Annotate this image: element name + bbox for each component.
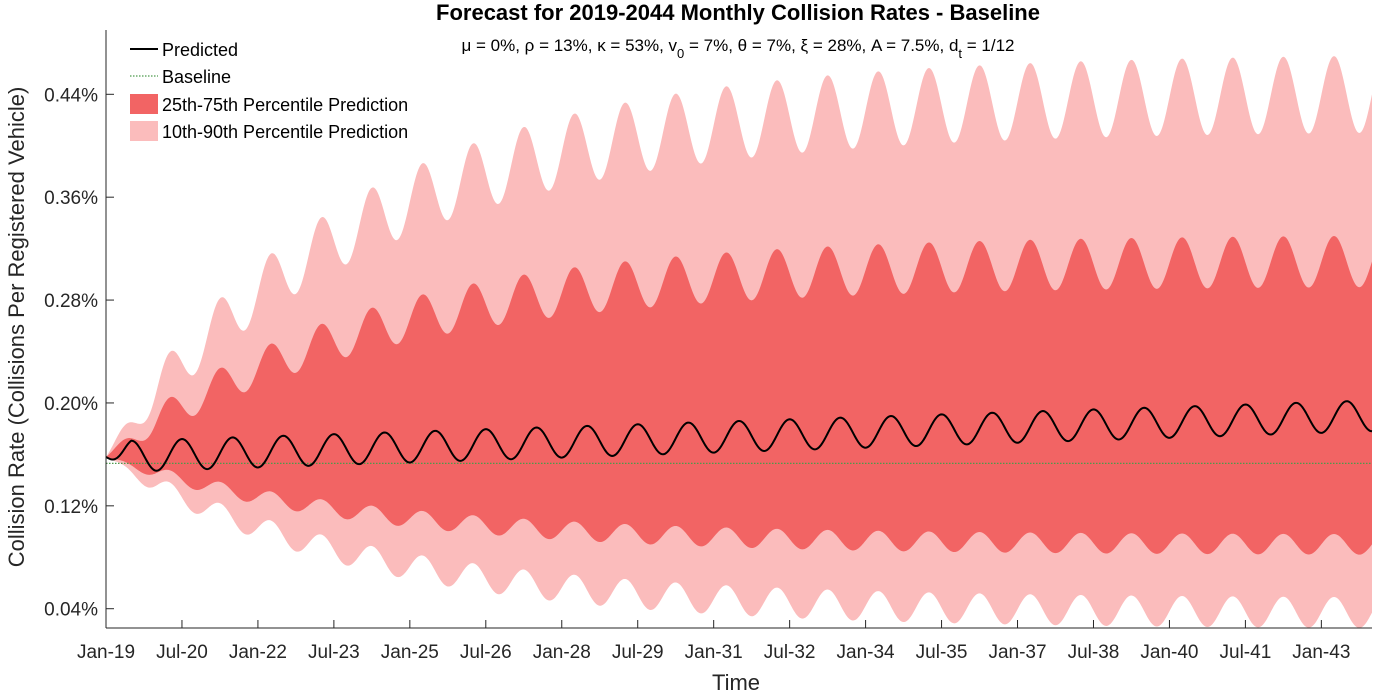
subtitle-middle: = 7%, θ = 7%, ξ = 28%, A = 7.5%, d bbox=[684, 36, 958, 55]
x-axis-title: Time bbox=[712, 670, 760, 694]
x-tick-label: Jan-22 bbox=[229, 642, 287, 663]
x-tick-label: Jan-43 bbox=[1292, 642, 1350, 663]
x-tick-label: Jan-40 bbox=[1140, 642, 1198, 663]
x-tick-label: Jul-26 bbox=[460, 642, 512, 663]
y-tick-label: 0.36% bbox=[44, 188, 98, 209]
plot-area bbox=[105, 56, 1373, 628]
y-tick-label: 0.28% bbox=[44, 291, 98, 312]
x-tick-label: Jan-34 bbox=[837, 642, 896, 663]
legend: Predicted Baseline 25th-75th Percentile … bbox=[130, 40, 408, 142]
x-tick-label: Jan-37 bbox=[988, 642, 1046, 663]
y-axis-title: Collision Rate (Collisions Per Registere… bbox=[4, 87, 29, 568]
subtitle-sub-d: t bbox=[958, 46, 962, 61]
x-tick-label: Jan-31 bbox=[685, 642, 743, 663]
x-tick-label: Jul-32 bbox=[764, 642, 816, 663]
predicted-line bbox=[105, 400, 1373, 472]
legend-swatch-25-75 bbox=[130, 94, 158, 114]
chart-title: Forecast for 2019-2044 Monthly Collision… bbox=[436, 0, 1040, 25]
x-tick-label: Jul-20 bbox=[156, 642, 208, 663]
legend-label-25-75: 25th-75th Percentile Prediction bbox=[162, 95, 408, 115]
chart-subtitle: μ = 0%, ρ = 13%, κ = 53%, v0 = 7%, θ = 7… bbox=[462, 36, 1015, 61]
y-tick-label: 0.44% bbox=[44, 85, 98, 106]
band-25-75 bbox=[106, 235, 1372, 555]
subtitle-prefix: μ = 0%, ρ = 13%, κ = 53%, v bbox=[462, 36, 678, 55]
legend-swatch-10-90 bbox=[130, 121, 158, 141]
subtitle-sub-v: 0 bbox=[677, 46, 684, 61]
x-tick-label: Jul-29 bbox=[612, 642, 664, 663]
x-tick-label: Jan-19 bbox=[77, 642, 135, 663]
x-tick-label: Jul-41 bbox=[1220, 642, 1272, 663]
x-tick-label: Jul-35 bbox=[916, 642, 968, 663]
y-tick-label: 0.20% bbox=[44, 394, 98, 415]
subtitle-suffix: = 1/12 bbox=[962, 36, 1014, 55]
x-tick-label: Jul-23 bbox=[308, 642, 360, 663]
x-tick-label: Jan-28 bbox=[533, 642, 591, 663]
legend-label-predicted: Predicted bbox=[162, 40, 238, 60]
x-tick-label: Jan-25 bbox=[381, 642, 439, 663]
legend-label-10-90: 10th-90th Percentile Prediction bbox=[162, 122, 408, 142]
x-tick-label: Jul-38 bbox=[1068, 642, 1120, 663]
axes: 0.04% 0.12% 0.20% 0.28% 0.36% 0.44% Jan-19 Jul-… bbox=[44, 30, 1372, 663]
y-tick-label: 0.12% bbox=[44, 497, 98, 518]
legend-label-baseline: Baseline bbox=[162, 67, 231, 87]
y-tick-label: 0.04% bbox=[44, 600, 98, 621]
